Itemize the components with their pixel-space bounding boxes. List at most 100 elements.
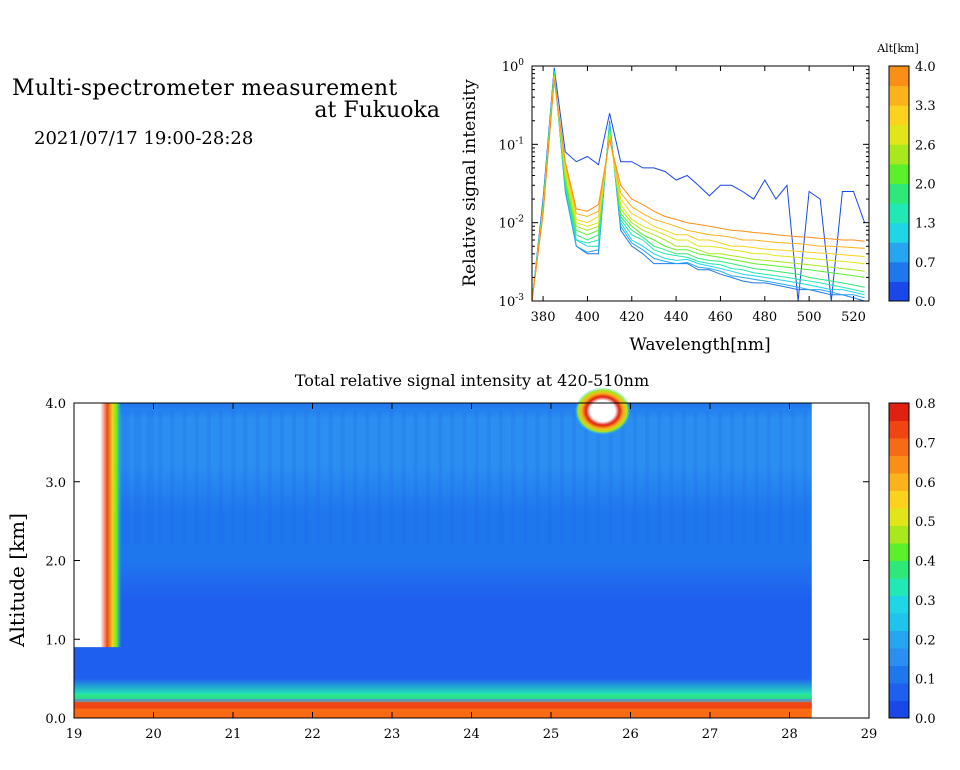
heatmap-colorbar-tick-0: 0.0 (915, 712, 936, 727)
heatmap-texture-streak (657, 410, 662, 545)
heatmap-feature-1 (574, 387, 631, 435)
heatmap-texture-streak (632, 410, 637, 545)
heatmap-texture-streak (352, 410, 357, 545)
heatmap-x-tick-label-4: 23 (384, 727, 401, 742)
spectrum-colorbar-swatch-9 (889, 105, 909, 126)
spectrum-y-axis-label: Relative signal intensity (460, 79, 480, 287)
spectrum-x-tick-label-6: 500 (797, 310, 822, 325)
heatmap-colorbar-tick-8: 0.8 (915, 397, 936, 412)
heatmap-colorbar-swatch-16 (889, 420, 909, 439)
spectrum-y-tick-label-2: 10-1 (499, 136, 524, 153)
heatmap-texture-streak (206, 410, 211, 545)
page-title-line1: Multi-spectrometer measurement (12, 76, 398, 101)
heatmap-colorbar-frame (888, 402, 910, 719)
heatmap-y-ticks: 0.0 1.0 2.0 3.0 4.0 (45, 397, 869, 727)
spectrum-x-tick-label-3: 440 (664, 310, 689, 325)
heatmap-colorbar-tick-7: 0.7 (915, 436, 936, 451)
heatmap-colorbar-swatch-14 (889, 455, 909, 474)
spectrum-colorbar-swatch-8 (889, 124, 909, 145)
heatmap-texture-streak (121, 410, 126, 545)
heatmap-texture-streak (742, 410, 747, 545)
spectrum-colorbar-swatch-10 (889, 85, 909, 106)
heatmap-texture-streak (754, 410, 759, 545)
heatmap-texture-streak (133, 410, 138, 545)
spectrum-colorbar-swatch-6 (889, 163, 909, 184)
spectrum-x-tick-label-0: 380 (531, 310, 556, 325)
heatmap-colorbar-swatch-9 (889, 543, 909, 561)
heatmap-texture-streak (681, 410, 686, 545)
spectrum-x-tick-label-4: 460 (708, 310, 733, 325)
heatmap-plot-frame (73, 402, 870, 719)
spectrum-colorbar-swatch-5 (889, 183, 909, 204)
spectrum-series-line-9 (531, 78, 865, 302)
spectrum-colorbar-frame (888, 65, 910, 302)
heatmap-y-tick-label-0: 0.0 (45, 712, 66, 727)
heatmap-texture-streak (778, 410, 783, 545)
spectrum-colorbar-tick-6: 4.0 (915, 60, 936, 75)
heatmap-x-tick-label-2: 21 (225, 727, 242, 742)
heatmap-colorbar: 0.0 0.1 0.2 0.3 0.4 0.5 0.6 0.7 0.8 (888, 397, 936, 727)
heatmap-texture-streak (425, 410, 430, 545)
spectrum-colorbar-title: Alt[km] (876, 42, 919, 55)
heatmap-cells-group (74, 387, 812, 718)
heatmap-texture-streak (292, 410, 297, 545)
heatmap-texture-streak (620, 410, 625, 545)
heatmap-x-tick-label-0: 19 (66, 727, 83, 742)
spectrum-colorbar-swatch-2 (889, 242, 909, 263)
heatmap-colorbar-swatch-15 (889, 438, 909, 456)
heatmap-texture-streak (608, 410, 613, 545)
heatmap-x-tick-label-9: 28 (781, 727, 798, 742)
heatmap-texture-streak (645, 410, 650, 545)
heatmap-texture-streak (791, 410, 796, 545)
heatmap-texture-streak (462, 410, 467, 545)
spectrum-y-tick-label-3: 100 (502, 58, 525, 75)
heatmap-feature-0 (74, 403, 122, 648)
heatmap-texture-streak (194, 410, 199, 545)
spectrum-colorbar-swatch-11 (889, 66, 909, 87)
heatmap-colorbar-tick-5: 0.5 (915, 515, 936, 530)
heatmap-colorbar-swatch-3 (889, 648, 909, 666)
heatmap-texture-streak (705, 410, 710, 545)
heatmap-texture-streak (730, 410, 735, 545)
heatmap-x-tick-label-7: 26 (622, 727, 639, 742)
heatmap-title: Total relative signal intensity at 420-5… (295, 371, 649, 390)
heatmap-y-axis-label: Altitude [km] (5, 513, 29, 648)
spectrum-plot-frame (531, 65, 870, 302)
heatmap-surface-layer (74, 702, 812, 709)
heatmap-texture-streak (486, 410, 491, 545)
spectrum-colorbar-tick-2: 1.3 (915, 217, 936, 232)
heatmap-texture-streak (316, 410, 321, 545)
heatmap-texture-streak (547, 410, 552, 545)
heatmap-y-tick-label-1: 1.0 (45, 633, 66, 648)
heatmap-colorbar-swatch-7 (889, 578, 909, 596)
spectrum-series-line-4 (531, 72, 865, 302)
heatmap-texture-streak (523, 410, 528, 545)
spectrum-colorbar-swatch-1 (889, 261, 909, 282)
spectrum-colorbar-tick-5: 3.3 (915, 99, 936, 114)
heatmap-texture-streak (137, 410, 142, 545)
heatmap-colorbar-swatch-13 (889, 473, 909, 491)
heatmap-texture-streak (279, 410, 284, 545)
heatmap-texture-streak (572, 410, 577, 545)
spectrum-series-line-6 (531, 74, 865, 302)
heatmap-colorbar-swatch-4 (889, 630, 909, 649)
heatmap-texture-streak (669, 410, 674, 545)
heatmap-texture-streak (158, 410, 163, 545)
spectrum-y-tick-label-1: 10-2 (499, 215, 524, 232)
heatmap-colorbar-tick-1: 0.1 (915, 673, 936, 688)
heatmap-texture-streak (499, 410, 504, 545)
heatmap-colorbar-tick-3: 0.3 (915, 594, 936, 609)
heatmap-colorbar-swatch-11 (889, 508, 909, 526)
heatmap-colorbar-tick-6: 0.6 (915, 476, 936, 491)
spectrum-x-ticks: 380 400 420 440 460 480 500 520 (531, 66, 866, 325)
spectrum-series-line-11 (531, 80, 865, 302)
heatmap-surface-layer-upper (74, 694, 812, 700)
heatmap-texture-streak (596, 410, 601, 545)
spectrum-series-line-3 (531, 71, 865, 302)
heatmap-texture-streak (340, 410, 345, 545)
heatmap-y-tick-label-2: 2.0 (45, 555, 66, 570)
heatmap-texture-streak (231, 410, 236, 545)
heatmap-colorbar-swatch-8 (889, 560, 909, 579)
spectrum-series-line-5 (531, 73, 865, 302)
page-title-line2: at Fukuoka (314, 98, 440, 123)
